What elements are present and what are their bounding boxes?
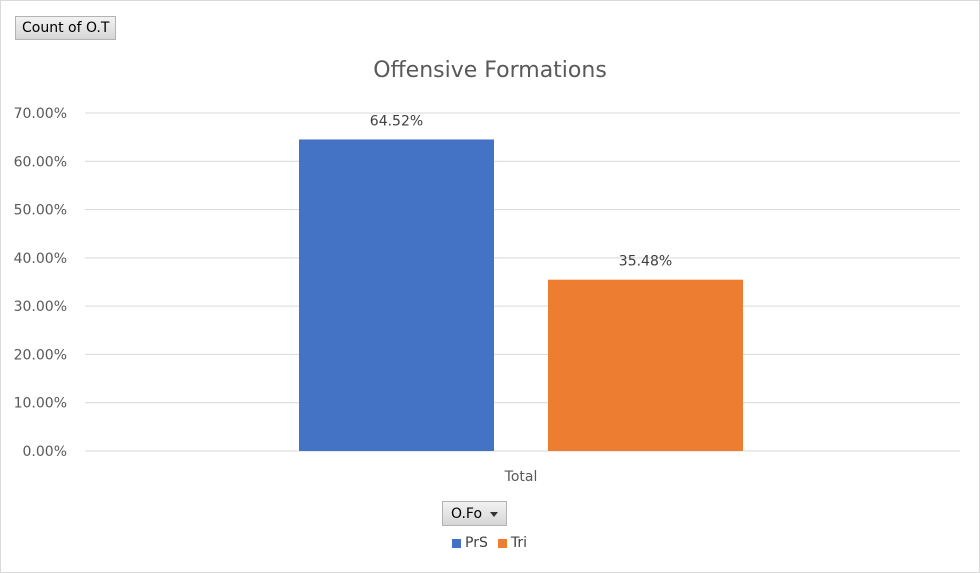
axis-field-button[interactable]: O.Fo [442,501,508,526]
y-tick-label: 20.00% [14,347,67,363]
bar-tri [548,279,743,451]
legend-label-tri: Tri [510,535,527,551]
data-label-prs: 64.52% [370,113,423,129]
y-tick-label: 30.00% [14,299,67,315]
y-tick-label: 40.00% [14,251,67,267]
value-field-button[interactable]: Count of O.T [15,16,117,40]
chart-title: Offensive Formations [373,58,607,83]
legend-label-prs: PrS [465,535,488,551]
y-tick-label: 10.00% [14,396,67,412]
data-label-tri: 35.48% [619,254,672,270]
dropdown-arrow-icon[interactable] [490,512,499,517]
x-category-label: Total [504,469,538,485]
bar-prs [299,139,494,451]
y-tick-label: 70.00% [14,106,67,122]
legend: PrS Tri [452,535,527,551]
y-tick-label: 60.00% [14,154,67,170]
legend-swatch-prs [452,538,461,548]
legend-swatch-tri [497,538,507,548]
legend-item-prs[interactable]: PrS [452,535,488,551]
y-tick-label: 50.00% [14,203,67,219]
y-tick-label: 0.00% [23,444,67,460]
legend-item-tri[interactable]: Tri [497,535,527,551]
axis-field-label: O.Fo [451,505,483,522]
